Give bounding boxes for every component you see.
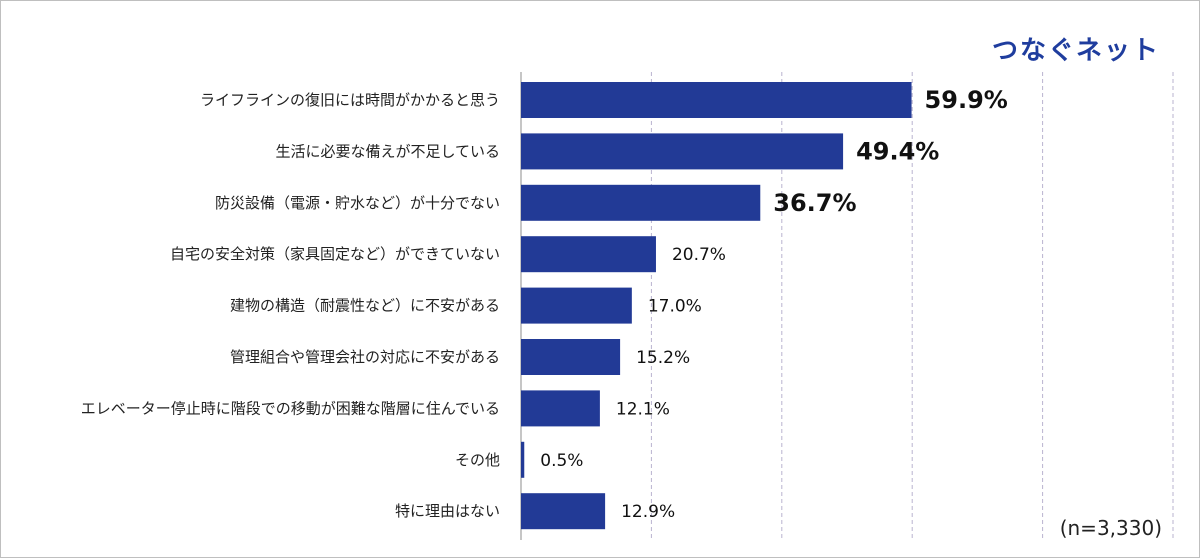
category-label: エレベーター停止時に階段での移動が困難な階層に住んでいる [81,399,500,417]
bar [521,133,844,170]
category-label: 建物の構造（耐震性など）に不安がある [230,297,500,315]
value-label: 17.0% [648,297,702,317]
bar [521,287,632,324]
sample-size-note: (n=3,330) [1059,516,1162,540]
bar [521,493,606,530]
value-label: 12.1% [616,399,670,419]
bar-layer [521,82,912,530]
bar [521,184,761,221]
bar [521,82,912,118]
bar [521,236,656,273]
category-label: ライフラインの復旧には時間がかかると思う [200,91,500,109]
bar [521,441,525,478]
value-label: 59.9% [925,86,1008,114]
value-label: 0.5% [540,451,583,471]
category-label: 生活に必要な備えが不足している [275,142,500,160]
value-label: 49.4% [856,137,939,165]
brand-logo: つなぐネット [991,36,1160,66]
value-label: 15.2% [636,348,690,368]
value-labels: 59.9% 49.4%36.7% 20.7% 17.0% 15.2% 12.1% 0.5% 1… [540,86,1008,522]
bar [521,339,621,375]
value-label: 20.7% [672,245,726,265]
category-label: 自宅の安全対策（家具固定など）ができていない [170,245,500,263]
category-label: 特に理由はない [395,502,500,520]
category-label: 管理組合や管理会社の対応に不安がある [230,348,500,366]
category-label: 防災設備（電源・貯水など）が十分でない [215,194,500,212]
category-label: その他 [455,451,500,469]
value-label: 36.7% [773,189,856,217]
category-labels: ライフラインの復旧には時間がかかると思う生活に必要な備えが不足している防災設備（… [81,91,500,520]
bar [521,390,600,427]
value-label: 12.9% [621,502,675,522]
